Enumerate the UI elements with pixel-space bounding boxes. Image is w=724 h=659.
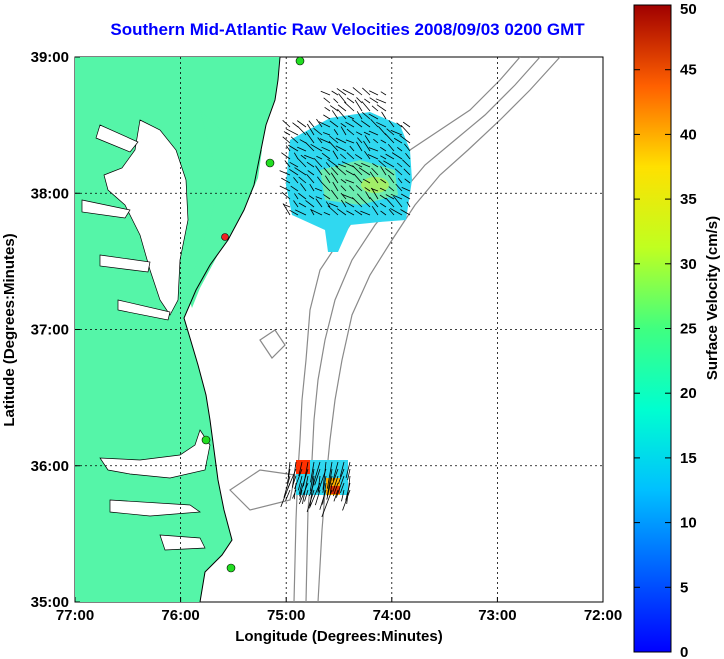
coastline: [183, 57, 281, 602]
x-axis-ticks: 77:00 76:00 75:00 74:00 73:00 72:00: [56, 597, 622, 624]
x-tick-label: 75:00: [267, 607, 305, 624]
y-tick-label: 39:00: [31, 49, 69, 66]
x-tick-label: 72:00: [584, 607, 622, 624]
y-tick-label: 37:00: [31, 322, 69, 339]
x-tick-label: 76:00: [161, 607, 199, 624]
colorbar-tick-label: 45: [680, 62, 697, 79]
colorbar-tick-label: 50: [680, 1, 697, 18]
velocity-field-north: [279, 87, 412, 252]
colorbar-tick-label: 40: [680, 126, 697, 143]
colorbar-label: Surface Velocity (cm/s): [704, 216, 721, 380]
x-tick-label: 73:00: [478, 607, 516, 624]
colorbar-tick-label: 0: [680, 644, 688, 659]
colorbar: [633, 4, 672, 653]
colorbar-tick-label: 25: [680, 321, 697, 338]
colorbar-tick-label: 20: [680, 385, 697, 402]
station-markers: [201, 56, 305, 573]
velocity-field-south: [280, 460, 351, 518]
colorbar-tick-label: 35: [680, 191, 697, 208]
colorbar-tick-label: 10: [680, 515, 697, 532]
station-marker: [226, 563, 236, 573]
station-marker: [265, 158, 275, 168]
y-tick-label: 36:00: [31, 458, 69, 475]
colorbar-tick-label: 5: [680, 579, 688, 596]
y-axis-ticks: 39:00 38:00 37:00 36:00 35:00: [31, 49, 80, 611]
map-title: Southern Mid-Atlantic Raw Velocities 200…: [110, 20, 585, 39]
station-marker: [221, 233, 229, 241]
station-marker: [295, 56, 305, 66]
x-tick-label: 74:00: [373, 607, 411, 624]
colorbar-tick-label: 30: [680, 256, 697, 273]
station-marker: [201, 435, 211, 445]
x-tick-label: 77:00: [56, 607, 94, 624]
bays: [81, 119, 211, 551]
colorbar-tick-label: 15: [680, 450, 697, 467]
y-tick-label: 38:00: [31, 185, 69, 202]
x-axis-label: Longitude (Degrees:Minutes): [235, 628, 443, 645]
y-axis-label: Latitude (Degrees:Minutes): [1, 233, 18, 426]
y-tick-label: 35:00: [31, 594, 69, 611]
